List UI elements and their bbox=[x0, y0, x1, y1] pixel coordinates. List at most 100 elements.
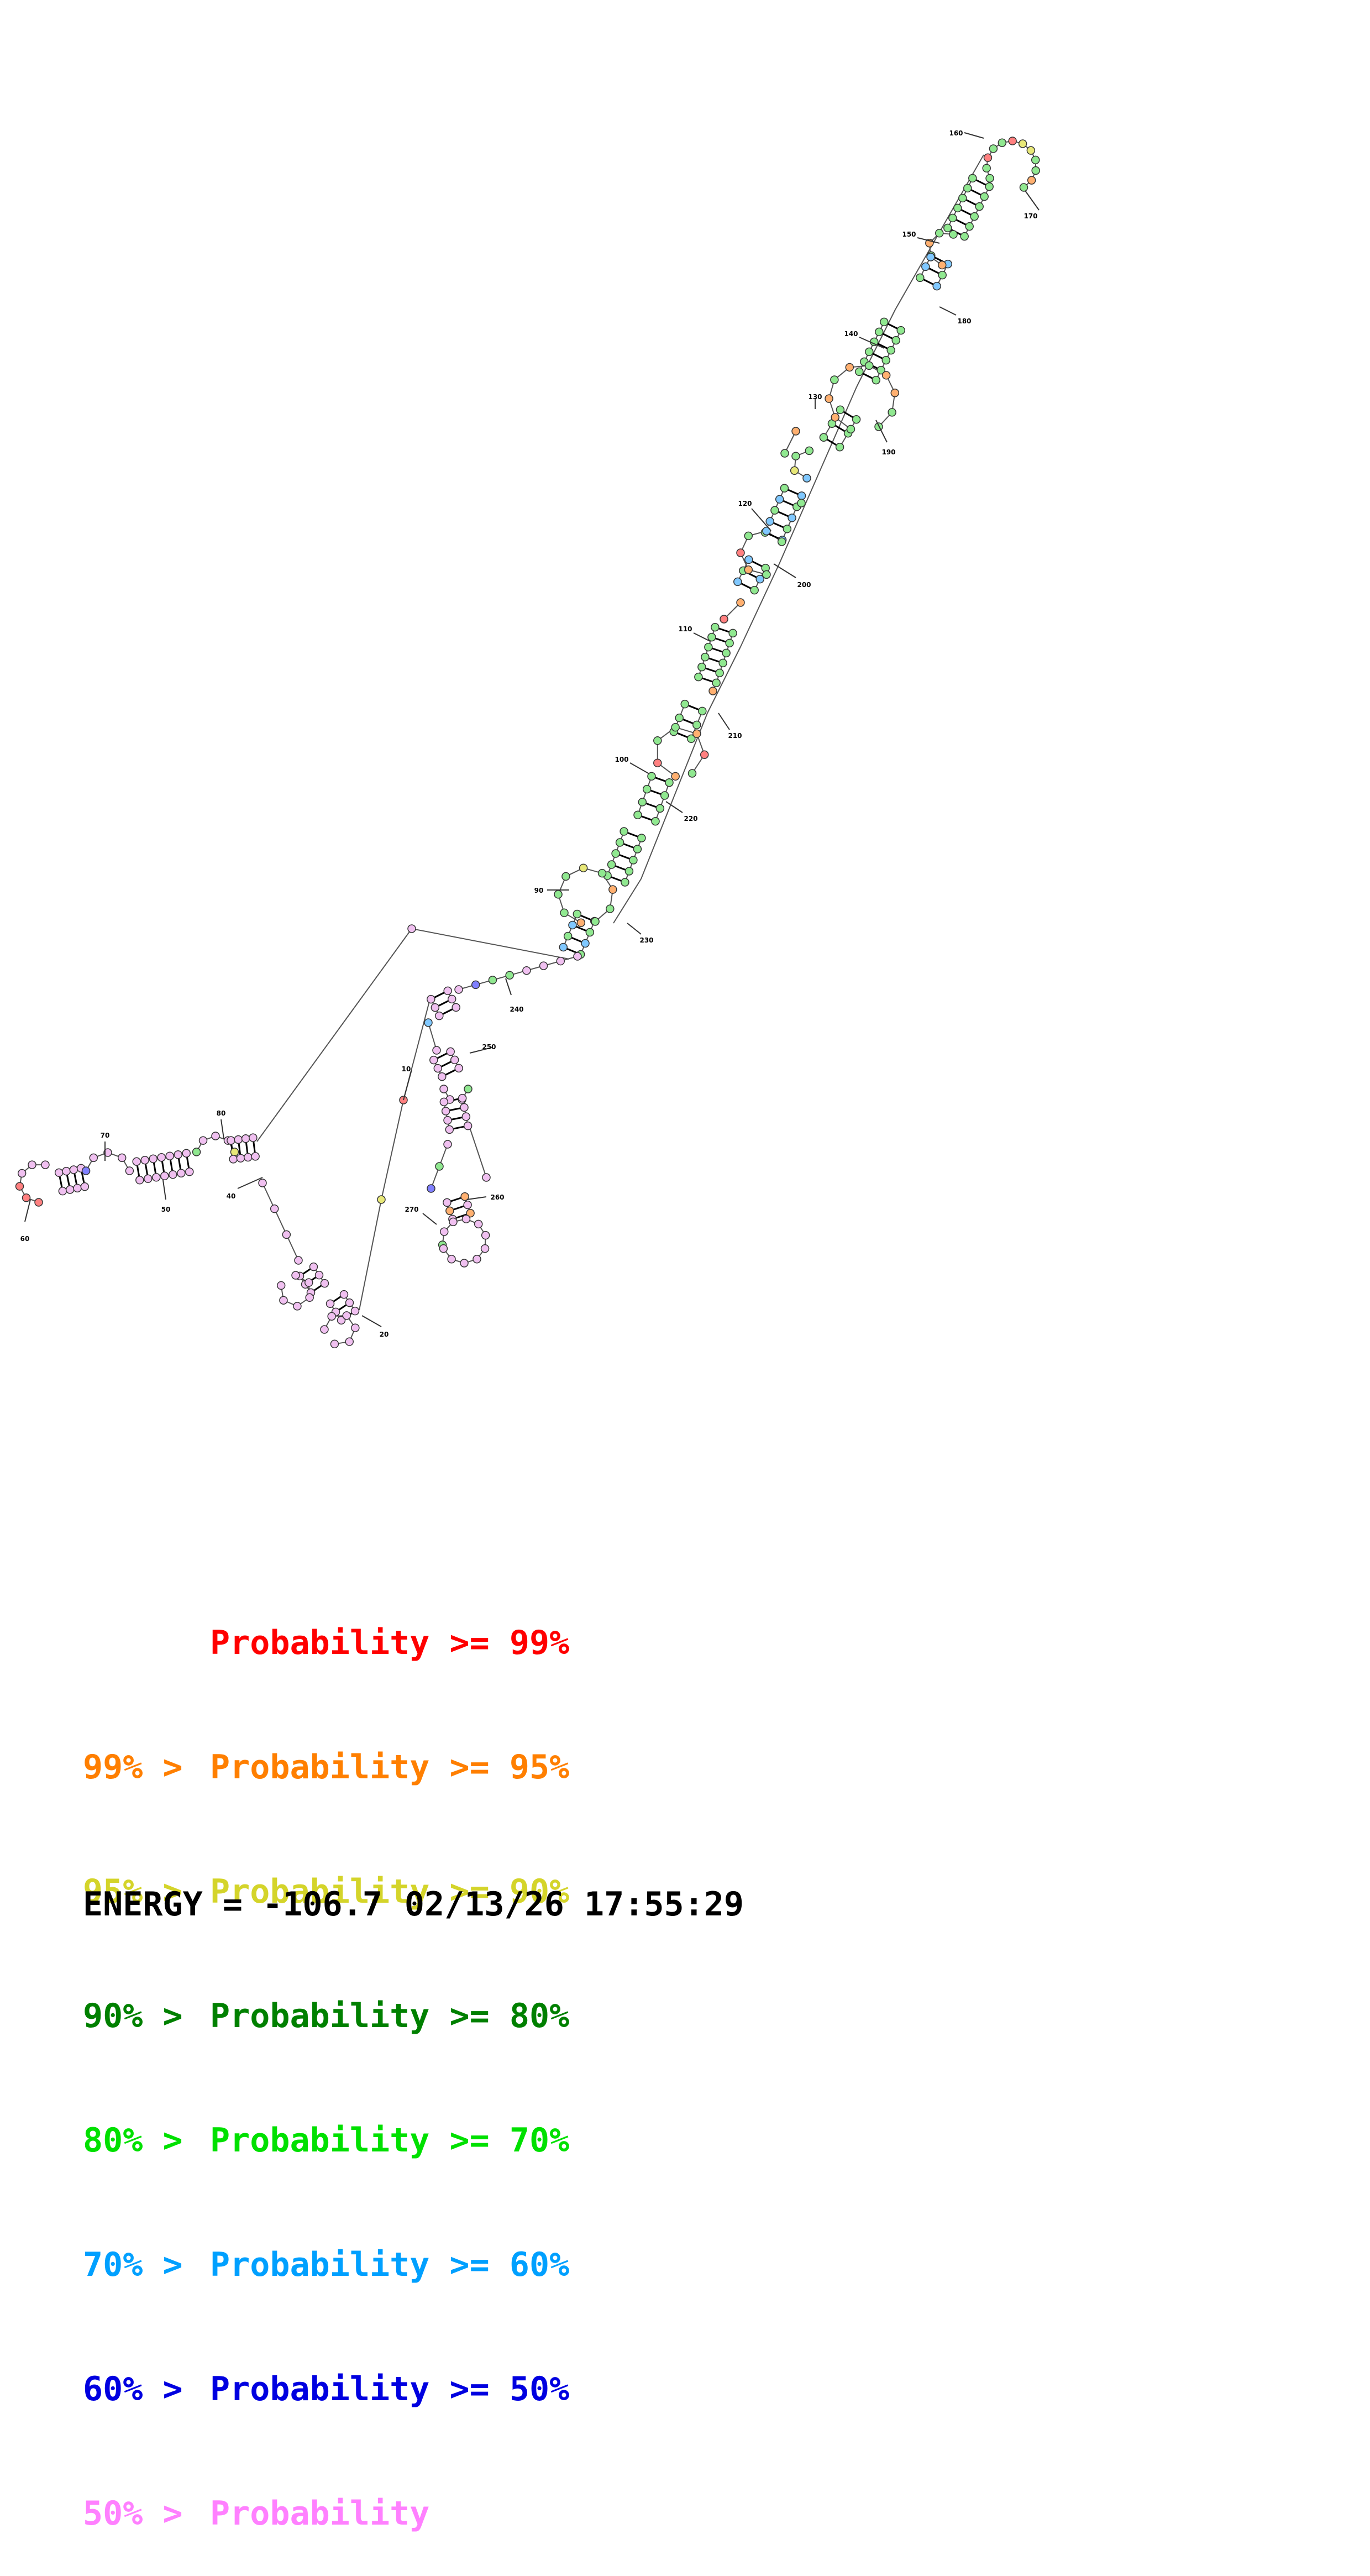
nucleotide bbox=[965, 223, 973, 231]
legend-text: Probability bbox=[210, 2494, 429, 2533]
nucleotide bbox=[927, 253, 935, 261]
position-tick bbox=[774, 564, 796, 578]
nucleotide bbox=[343, 1312, 350, 1320]
nucleotide bbox=[351, 1307, 359, 1315]
nucleotide bbox=[193, 1148, 201, 1156]
position-tick bbox=[423, 1213, 437, 1224]
nucleotide bbox=[1009, 137, 1016, 145]
nucleotide bbox=[244, 1154, 252, 1161]
nucleotide bbox=[523, 967, 531, 975]
nucleotide bbox=[798, 492, 806, 500]
nucleotide bbox=[875, 328, 883, 336]
position-label: 180 bbox=[957, 317, 971, 325]
backbone-segment bbox=[470, 1128, 486, 1177]
nucleotide bbox=[125, 1167, 133, 1175]
position-label: 80 bbox=[217, 1109, 226, 1117]
position-label: 100 bbox=[615, 756, 628, 763]
nucleotide bbox=[625, 867, 633, 875]
nucleotide bbox=[847, 425, 854, 433]
position-label: 220 bbox=[684, 815, 697, 823]
nucleotide bbox=[581, 940, 589, 947]
position-label: 20 bbox=[380, 1331, 389, 1338]
nucleotide bbox=[599, 870, 606, 877]
nucleotide bbox=[462, 1215, 470, 1223]
nucleotide bbox=[242, 1135, 250, 1143]
nucleotide bbox=[831, 376, 838, 384]
nucleotide bbox=[865, 348, 873, 355]
nucleotide bbox=[557, 957, 564, 965]
nucleotide bbox=[455, 986, 463, 993]
nucleotide bbox=[797, 499, 805, 507]
nucleotide bbox=[408, 925, 416, 933]
nucleotide bbox=[693, 721, 701, 729]
nucleotide bbox=[969, 174, 977, 182]
legend-row: 60% > Probability >= 50% bbox=[83, 2369, 569, 2410]
nucleotide bbox=[1027, 146, 1035, 154]
nucleotide bbox=[295, 1256, 302, 1264]
nucleotide bbox=[562, 872, 570, 880]
nucleotide bbox=[440, 1228, 448, 1235]
nucleotide bbox=[709, 687, 717, 695]
nucleotide bbox=[229, 1155, 237, 1163]
nucleotide bbox=[133, 1158, 140, 1165]
nucleotide bbox=[985, 183, 993, 191]
nucleotide bbox=[445, 1125, 453, 1133]
position-label: 260 bbox=[490, 1193, 504, 1201]
nucleotide bbox=[897, 327, 905, 334]
nucleotide bbox=[766, 517, 774, 525]
nucleotide bbox=[481, 1245, 489, 1253]
nucleotide bbox=[306, 1294, 313, 1301]
nucleotide bbox=[427, 996, 435, 1003]
nucleotide bbox=[745, 556, 753, 563]
nucleotide bbox=[737, 549, 744, 557]
legend-row: 99% > Probability >= 95% bbox=[83, 1747, 569, 1788]
nucleotide bbox=[989, 145, 997, 153]
position-label: 70 bbox=[101, 1132, 110, 1139]
nucleotide bbox=[62, 1167, 70, 1175]
legend-prefix: 99% > bbox=[83, 1747, 210, 1788]
position-tick bbox=[718, 713, 729, 730]
nucleotide bbox=[737, 599, 744, 606]
nucleotide bbox=[825, 395, 833, 402]
position-tick bbox=[627, 923, 641, 934]
legend-text: Probability >= 80% bbox=[210, 1997, 569, 2035]
nucleotide bbox=[586, 929, 594, 936]
nucleotide bbox=[460, 1259, 468, 1267]
nucleotide bbox=[1032, 167, 1040, 175]
nucleotide bbox=[321, 1280, 328, 1287]
position-tick bbox=[25, 1200, 30, 1222]
position-label: 190 bbox=[881, 448, 895, 456]
nucleotide bbox=[82, 1167, 90, 1175]
legend-text: Probability >= 70% bbox=[210, 2121, 569, 2160]
position-label: 140 bbox=[844, 330, 858, 338]
nucleotide bbox=[698, 663, 706, 671]
nucleotide bbox=[638, 798, 646, 806]
nucleotide bbox=[975, 203, 983, 211]
nucleotide bbox=[459, 1095, 466, 1102]
nucleotide bbox=[983, 164, 990, 172]
nucleotide bbox=[74, 1184, 81, 1192]
nucleotide bbox=[424, 1019, 432, 1027]
nucleotide bbox=[986, 175, 994, 182]
nucleotide bbox=[656, 804, 664, 812]
nucleotide bbox=[16, 1182, 24, 1190]
nucleotide bbox=[377, 1196, 385, 1203]
nucleotide bbox=[959, 194, 967, 202]
nucleotide bbox=[345, 1338, 353, 1345]
nucleotide bbox=[865, 362, 873, 369]
nucleotide bbox=[734, 578, 742, 585]
position-tick bbox=[630, 763, 649, 774]
nucleotide bbox=[922, 263, 930, 270]
nucleotide bbox=[435, 1012, 443, 1020]
nucleotide bbox=[612, 850, 620, 857]
nucleotide bbox=[1028, 176, 1036, 184]
position-tick bbox=[403, 1070, 412, 1100]
nucleotide bbox=[506, 971, 513, 979]
nucleotide bbox=[771, 506, 779, 514]
nucleotide bbox=[803, 474, 811, 482]
nucleotide bbox=[882, 357, 890, 364]
nucleotide bbox=[41, 1161, 49, 1169]
nucleotide bbox=[949, 231, 957, 238]
nucleotide bbox=[440, 1085, 448, 1093]
